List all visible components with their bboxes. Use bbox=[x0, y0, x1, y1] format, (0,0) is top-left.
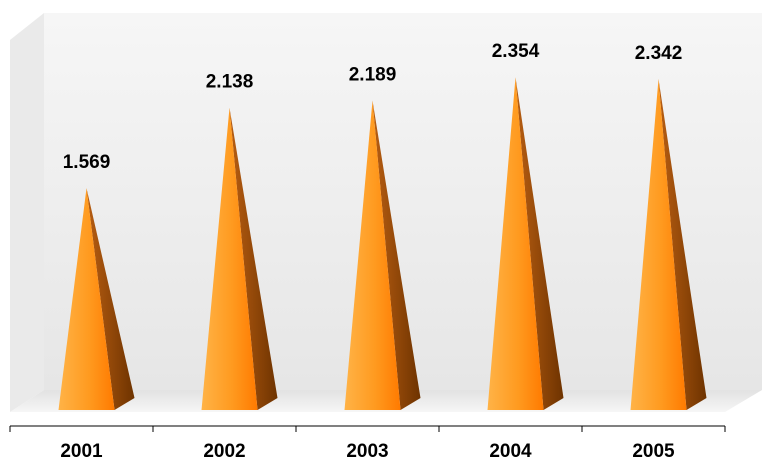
pyramid-side-face bbox=[515, 77, 564, 410]
category-label-2004: 2004 bbox=[489, 441, 532, 459]
category-label-2005: 2005 bbox=[632, 441, 675, 459]
value-label-2005: 2.342 bbox=[635, 43, 683, 64]
chart-side-wall bbox=[10, 13, 44, 412]
value-label-2001: 1.569 bbox=[63, 152, 111, 173]
pyramid-side-face bbox=[372, 100, 421, 410]
pyramid-side-face bbox=[86, 188, 135, 410]
pyramid-front-face bbox=[487, 77, 544, 410]
pyramid-front-face bbox=[58, 188, 115, 410]
pyramid-front-face bbox=[201, 107, 258, 411]
bars-group bbox=[58, 77, 707, 411]
x-axis-ticks bbox=[9, 426, 726, 432]
category-label-2002: 2002 bbox=[203, 441, 245, 459]
pyramid-side-face bbox=[658, 78, 707, 411]
pyramid-bar-2002 bbox=[201, 107, 278, 411]
pyramid-bar-2005 bbox=[630, 78, 707, 411]
value-labels-group: 1.569 2.138 2.189 2.354 2.342 bbox=[63, 41, 683, 173]
pyramid-front-face bbox=[630, 78, 687, 411]
pyramid-bar-2004 bbox=[487, 77, 564, 410]
pyramid-bar-2001 bbox=[58, 188, 135, 410]
pyramid-side-face bbox=[229, 107, 278, 411]
x-axis-labels: 2001 2002 2003 2004 2005 bbox=[60, 441, 675, 459]
pyramid-bar-2003 bbox=[344, 100, 421, 410]
value-label-2002: 2.138 bbox=[206, 72, 254, 93]
category-label-2003: 2003 bbox=[346, 441, 388, 459]
value-label-2003: 2.189 bbox=[349, 65, 397, 86]
category-label-2001: 2001 bbox=[60, 441, 103, 459]
pyramid-front-face bbox=[344, 100, 401, 410]
value-label-2004: 2.354 bbox=[492, 41, 540, 62]
